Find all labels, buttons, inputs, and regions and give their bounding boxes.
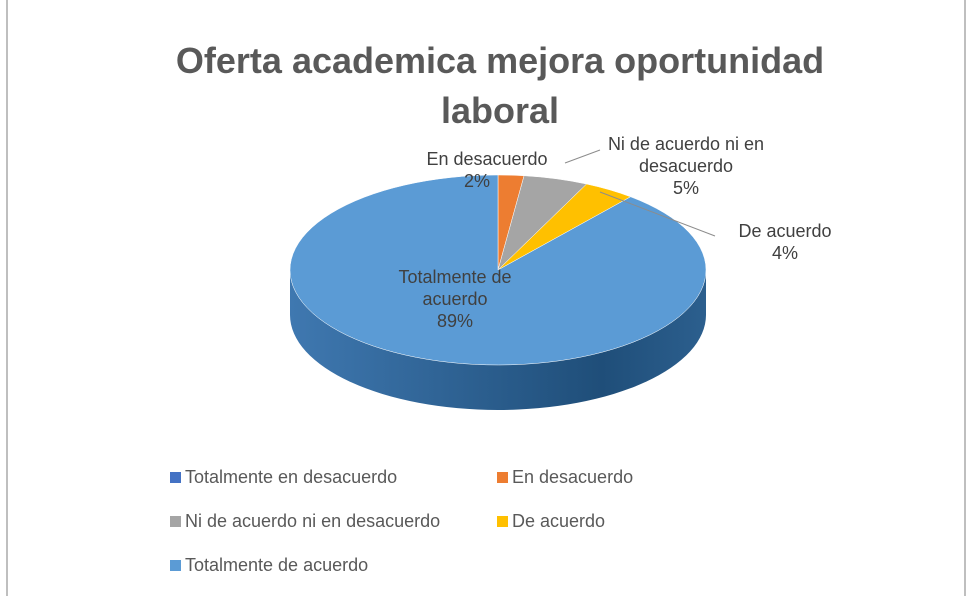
data-label-category: Totalmente de acuerdo [398, 267, 512, 309]
pie [289, 174, 707, 410]
legend-swatch [497, 516, 508, 527]
data-label: Totalmente de acuerdo 89% [373, 266, 538, 332]
data-label-value: 2% [463, 171, 490, 191]
chart-title: Oferta academica mejora oportunidad labo… [175, 40, 825, 131]
legend-item: Totalmente de acuerdo [170, 555, 368, 576]
data-label: De acuerdo 4% [720, 220, 850, 264]
legend-swatch [170, 472, 181, 483]
data-label: Ni de acuerdo ni en desacuerdo 5% [604, 133, 769, 199]
legend-label: Totalmente en desacuerdo [185, 467, 398, 487]
legend-item: De acuerdo [497, 511, 605, 532]
data-label-value: 4% [771, 243, 798, 263]
legend-swatch [170, 560, 181, 571]
data-label-category: De acuerdo [738, 221, 832, 241]
data-label: En desacuerdo 2% [412, 148, 562, 192]
legend-item: Totalmente en desacuerdo [170, 467, 397, 488]
data-label-category: Ni de acuerdo ni en desacuerdo [607, 134, 765, 176]
leader-line [599, 191, 716, 237]
legend-swatch [497, 472, 508, 483]
leader-line [564, 149, 601, 164]
data-label-value: 5% [672, 178, 699, 198]
legend-item: En desacuerdo [497, 467, 633, 488]
legend-swatch [170, 516, 181, 527]
legend-item: Ni de acuerdo ni en desacuerdo [170, 511, 440, 532]
data-label-value: 89% [436, 311, 474, 331]
pie-slice [289, 174, 707, 366]
data-label-category: En desacuerdo [426, 149, 548, 169]
legend-label: En desacuerdo [512, 467, 634, 487]
pie-side [290, 270, 706, 410]
legend-label: Ni de acuerdo ni en desacuerdo [185, 511, 441, 531]
legend-label: De acuerdo [512, 511, 606, 531]
legend-label: Totalmente de acuerdo [185, 555, 369, 575]
chart-border [6, 0, 966, 596]
